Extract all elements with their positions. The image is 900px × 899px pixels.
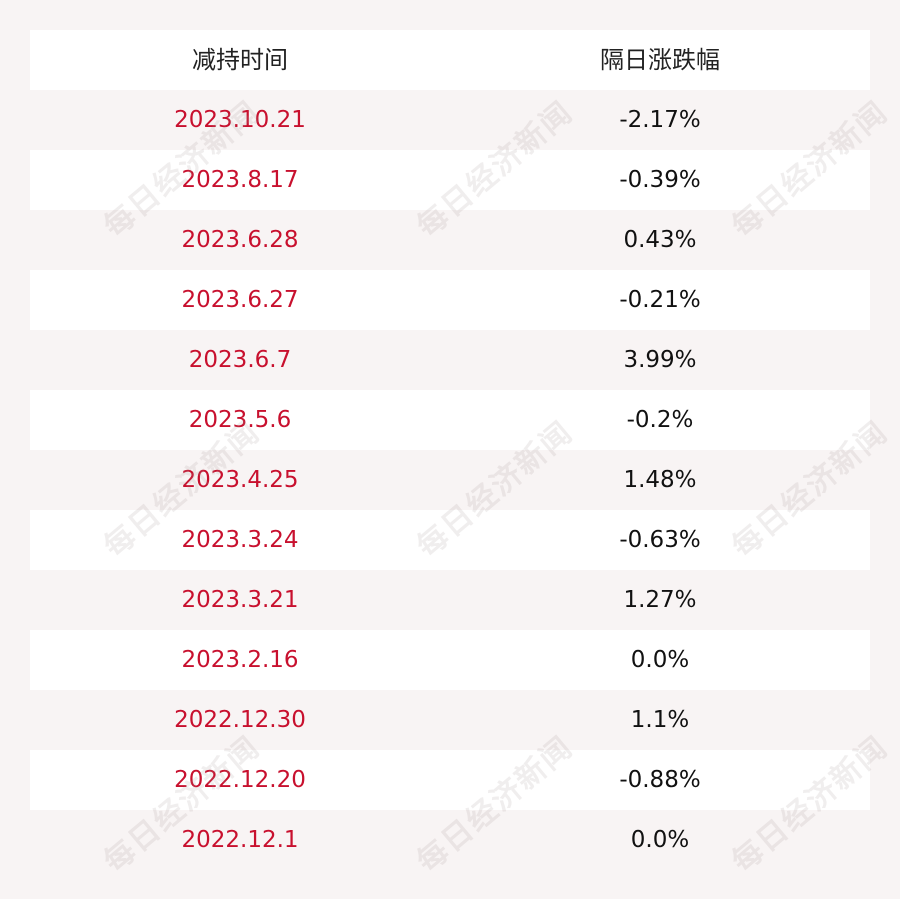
table-row: 2023.10.21 -2.17% [30, 90, 870, 150]
data-table: 减持时间 隔日涨跌幅 2023.10.21 -2.17% 2023.8.17 -0.3… [30, 30, 870, 870]
table-row: 2023.3.21 1.27% [30, 570, 870, 630]
reduction-date-cell: 2023.8.17 [181, 167, 299, 193]
reduction-date-cell: 2023.3.21 [181, 587, 299, 613]
next-day-change-cell: -0.88% [619, 767, 701, 793]
reduction-date-cell: 2022.12.1 [181, 827, 299, 853]
reduction-date-cell: 2023.2.16 [181, 647, 299, 673]
reduction-date-cell: 2023.4.25 [181, 467, 299, 493]
reduction-date-cell: 2023.6.27 [181, 287, 299, 313]
table-row: 2023.6.7 3.99% [30, 330, 870, 390]
next-day-change-cell: 0.0% [630, 647, 690, 673]
table-row: 2023.6.27 -0.21% [30, 270, 870, 330]
table-row: 2023.4.25 1.48% [30, 450, 870, 510]
table-body: 2023.10.21 -2.17% 2023.8.17 -0.39% 2023.6.28… [30, 90, 870, 870]
next-day-change-cell: 1.48% [623, 467, 697, 493]
reduction-date-cell: 2023.6.7 [188, 347, 292, 373]
reduction-date-cell: 2022.12.30 [174, 707, 306, 733]
next-day-change-cell: 1.1% [630, 707, 690, 733]
next-day-change-cell: 1.27% [623, 587, 697, 613]
reduction-date-cell: 2022.12.20 [174, 767, 306, 793]
table-row: 2023.3.24 -0.63% [30, 510, 870, 570]
reduction-date-cell: 2023.3.24 [181, 527, 299, 553]
next-day-change-cell: 0.0% [630, 827, 690, 853]
header-reduction-time: 减持时间 [192, 46, 288, 74]
reduction-date-cell: 2023.5.6 [188, 407, 292, 433]
table-row: 2023.6.28 0.43% [30, 210, 870, 270]
next-day-change-cell: -2.17% [619, 107, 701, 133]
next-day-change-cell: -0.21% [619, 287, 701, 313]
next-day-change-cell: 0.43% [623, 227, 697, 253]
table-row: 2023.2.16 0.0% [30, 630, 870, 690]
reduction-date-cell: 2023.10.21 [174, 107, 306, 133]
table-row: 2022.12.1 0.0% [30, 810, 870, 870]
table-row: 2023.8.17 -0.39% [30, 150, 870, 210]
table-row: 2022.12.20 -0.88% [30, 750, 870, 810]
table-header-row: 减持时间 隔日涨跌幅 [30, 30, 870, 90]
reduction-date-cell: 2023.6.28 [181, 227, 299, 253]
table-row: 2022.12.30 1.1% [30, 690, 870, 750]
header-next-day-change: 隔日涨跌幅 [600, 46, 720, 74]
next-day-change-cell: -0.63% [619, 527, 701, 553]
table-row: 2023.5.6 -0.2% [30, 390, 870, 450]
next-day-change-cell: 3.99% [623, 347, 697, 373]
next-day-change-cell: -0.2% [626, 407, 694, 433]
next-day-change-cell: -0.39% [619, 167, 701, 193]
